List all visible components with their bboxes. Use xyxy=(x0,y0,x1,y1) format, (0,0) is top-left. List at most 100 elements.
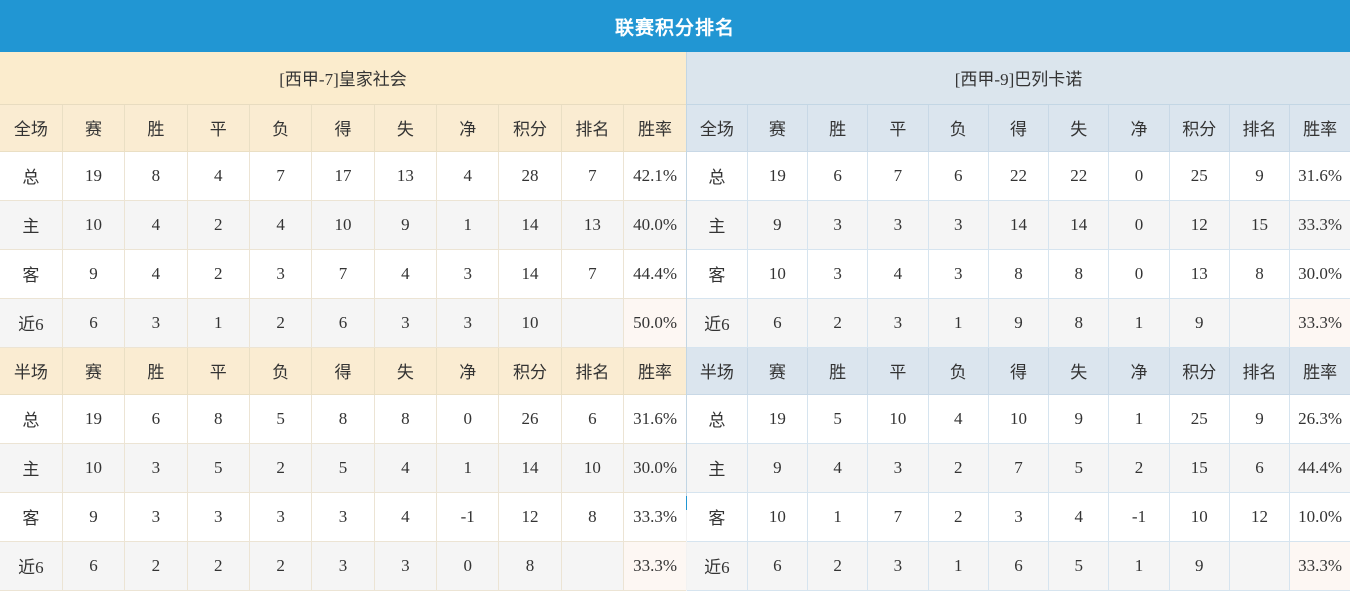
table-row[interactable]: 总 19 5 10 4 10 9 1 25 9 26.3% xyxy=(687,394,1350,444)
cell-rank: 8 xyxy=(561,492,625,542)
column-header-0: 半场 xyxy=(0,346,63,395)
cell-points: 15 xyxy=(1169,443,1230,493)
cell-played: 19 xyxy=(62,151,126,201)
column-header-1: 赛 xyxy=(62,346,126,395)
table-row[interactable]: 总 19 6 7 6 22 22 0 25 9 31.6% xyxy=(687,151,1350,201)
cell-draw: 5 xyxy=(187,443,250,493)
team-table-left: [西甲-7]皇家社会 全场赛胜平负得失净积分 排名 胜率总 19 8 4 7 17 13 4 28 7 4… xyxy=(0,52,687,591)
cell-rate: 30.0% xyxy=(1289,249,1350,299)
row-scope-label: 主 xyxy=(687,443,748,493)
table-row[interactable]: 主 10 4 2 4 10 9 1 14 13 40.0% xyxy=(0,200,686,250)
table-row[interactable]: 近6 6 3 1 2 6 3 3 10 50.0% xyxy=(0,298,686,348)
cell-draw: 7 xyxy=(867,151,929,201)
cell-rank xyxy=(561,298,625,348)
cell-loss: 2 xyxy=(928,492,989,542)
cell-gf: 9 xyxy=(988,298,1050,348)
cell-points: 9 xyxy=(1169,298,1230,348)
table-row[interactable]: 主 9 4 3 2 7 5 2 15 6 44.4% xyxy=(687,443,1350,493)
cell-rank: 9 xyxy=(1229,151,1291,201)
cell-loss: 7 xyxy=(249,151,313,201)
cell-ga: 4 xyxy=(374,492,438,542)
column-header-1: 赛 xyxy=(747,346,809,395)
column-header-5: 得 xyxy=(988,346,1050,395)
cell-win: 2 xyxy=(807,298,869,348)
cell-points: 10 xyxy=(498,298,562,348)
column-header-9: 排名 xyxy=(561,103,625,152)
cell-rate: 10.0% xyxy=(1289,492,1350,542)
column-header-1: 赛 xyxy=(62,103,126,152)
cell-points: 25 xyxy=(1169,151,1230,201)
cell-gd: -1 xyxy=(436,492,500,542)
team-name-row: [西甲-7]皇家社会 xyxy=(0,52,686,105)
column-header-2: 胜 xyxy=(124,346,188,395)
row-scope-label: 客 xyxy=(687,249,748,299)
cell-win: 6 xyxy=(807,151,869,201)
cell-gf: 6 xyxy=(988,541,1050,591)
cell-gf: 5 xyxy=(311,443,375,493)
row-scope-label: 总 xyxy=(0,394,63,444)
team-name[interactable]: [西甲-9]巴列卡诺 xyxy=(687,52,1350,105)
cell-loss: 1 xyxy=(928,541,989,591)
cell-win: 5 xyxy=(807,394,869,444)
cell-draw: 4 xyxy=(187,151,250,201)
column-header-row: 半场赛胜平负得失净积分 排名 胜率 xyxy=(687,346,1350,395)
table-row[interactable]: 总 19 6 8 5 8 8 0 26 6 31.6% xyxy=(0,394,686,444)
cell-played: 9 xyxy=(62,249,126,299)
cell-loss: 2 xyxy=(249,298,313,348)
cell-loss: 6 xyxy=(928,151,989,201)
table-row[interactable]: 近6 6 2 3 1 6 5 1 9 33.3% xyxy=(687,541,1350,591)
cell-ga: 9 xyxy=(374,200,438,250)
row-scope-label: 近6 xyxy=(0,298,63,348)
cell-win: 3 xyxy=(124,443,188,493)
column-header-7: 净 xyxy=(1108,346,1170,395)
cell-gf: 3 xyxy=(311,541,375,591)
stats-table: [西甲-7]皇家社会 全场赛胜平负得失净积分 排名 胜率总 19 8 4 7 17 13 4 28 7 4… xyxy=(0,52,686,591)
row-scope-label: 总 xyxy=(0,151,63,201)
table-row[interactable]: 近6 6 2 3 1 9 8 1 9 33.3% xyxy=(687,298,1350,348)
cell-loss: 2 xyxy=(249,443,313,493)
column-header-9: 排名 xyxy=(1229,103,1291,152)
cell-gd: 3 xyxy=(436,249,500,299)
cell-gf: 7 xyxy=(988,443,1050,493)
cell-rank: 7 xyxy=(561,249,625,299)
cell-rank xyxy=(561,541,625,591)
team-table-right: [西甲-9]巴列卡诺 全场赛胜平负得失净积分 排名 胜率总 19 6 7 6 22 22 0 25 9 3… xyxy=(687,52,1350,591)
table-row[interactable]: 总 19 8 4 7 17 13 4 28 7 42.1% xyxy=(0,151,686,201)
cell-played: 9 xyxy=(62,492,126,542)
cell-ga: 5 xyxy=(1048,541,1110,591)
cell-points: 8 xyxy=(498,541,562,591)
column-header-6: 失 xyxy=(1048,346,1110,395)
cell-gf: 8 xyxy=(311,394,375,444)
cell-gf: 7 xyxy=(311,249,375,299)
column-header-10: 胜率 xyxy=(623,346,686,395)
cell-points: 13 xyxy=(1169,249,1230,299)
team-name[interactable]: [西甲-7]皇家社会 xyxy=(0,52,686,105)
cell-ga: 22 xyxy=(1048,151,1110,201)
cell-gf: 14 xyxy=(988,200,1050,250)
column-header-7: 净 xyxy=(436,346,500,395)
column-header-9: 排名 xyxy=(561,346,625,395)
table-row[interactable]: 近6 6 2 2 2 3 3 0 8 33.3% xyxy=(0,541,686,591)
cell-gf: 3 xyxy=(988,492,1050,542)
cell-gf: 3 xyxy=(311,492,375,542)
table-row[interactable]: 主 10 3 5 2 5 4 1 14 10 30.0% xyxy=(0,443,686,493)
table-row[interactable]: 客 10 3 4 3 8 8 0 13 8 30.0% xyxy=(687,249,1350,299)
cell-gf: 17 xyxy=(311,151,375,201)
cell-rank: 6 xyxy=(561,394,625,444)
cell-win: 3 xyxy=(807,200,869,250)
cell-gd: 0 xyxy=(436,394,500,444)
standings-tables-container: [西甲-7]皇家社会 全场赛胜平负得失净积分 排名 胜率总 19 8 4 7 17 13 4 28 7 4… xyxy=(0,52,1350,591)
table-row[interactable]: 客 9 4 2 3 7 4 3 14 7 44.4% xyxy=(0,249,686,299)
column-header-4: 负 xyxy=(249,346,313,395)
cell-points: 26 xyxy=(498,394,562,444)
cell-ga: 5 xyxy=(1048,443,1110,493)
cell-rate: 42.1% xyxy=(623,151,686,201)
cell-played: 10 xyxy=(747,492,809,542)
table-row[interactable]: 客 9 3 3 3 3 4 -1 12 8 33.3% xyxy=(0,492,686,542)
page-title: 联赛积分排名 xyxy=(614,17,735,39)
table-row[interactable]: 主 9 3 3 3 14 14 0 12 15 33.3% xyxy=(687,200,1350,250)
row-scope-label: 总 xyxy=(687,394,748,444)
table-row[interactable]: 客 10 1 7 2 3 4 -1 10 12 10.0% xyxy=(687,492,1350,542)
cell-rate: 31.6% xyxy=(623,394,686,444)
